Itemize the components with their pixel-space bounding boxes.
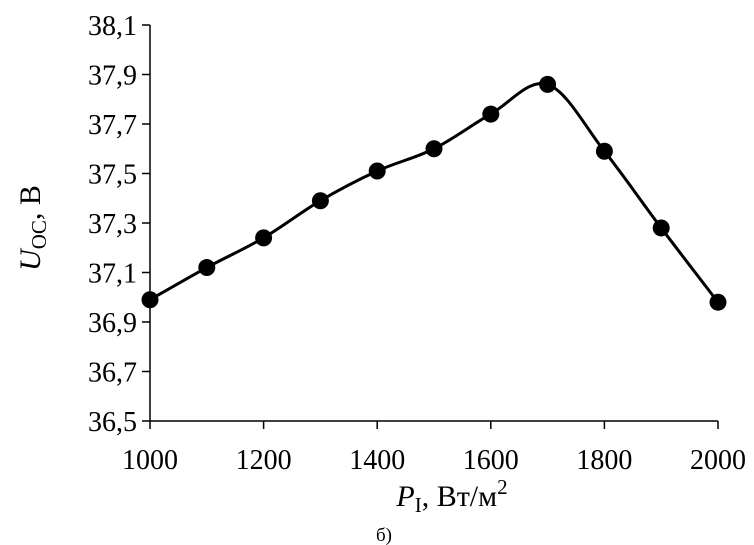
x-tick-label: 1600 — [463, 445, 519, 476]
y-tick-label: 36,7 — [88, 358, 137, 389]
y-tick-label: 37,5 — [88, 160, 137, 191]
x-axis-label-symbol: P — [395, 480, 414, 513]
y-tick-label: 37,9 — [88, 61, 137, 92]
y-tick-label: 36,9 — [88, 308, 137, 339]
y-tick-label: 38,1 — [88, 11, 137, 42]
data-point — [539, 75, 557, 93]
y-tick-label: 37,1 — [88, 259, 137, 290]
data-point — [198, 259, 216, 277]
x-tick-label: 1200 — [236, 445, 292, 476]
series-line — [149, 81, 720, 304]
y-tick-label: 36,5 — [88, 407, 137, 438]
series-markers — [141, 75, 727, 311]
x-axis-label-unit: , Вт/м — [422, 480, 497, 513]
x-tick-label: 1800 — [576, 445, 632, 476]
data-point — [709, 293, 727, 311]
x-axis-ticks: 1000 1200 1400 1600 1800 2000 — [122, 421, 746, 476]
y-axis-label-symbol: U — [14, 247, 47, 271]
y-axis-label-subscript: OC — [27, 220, 51, 249]
data-point — [652, 219, 670, 237]
y-tick-label: 37,3 — [88, 209, 137, 240]
y-tick-label: 37,7 — [88, 110, 137, 141]
data-point — [425, 140, 443, 158]
figure-caption: б) — [376, 525, 392, 545]
x-axis-label-subscript: I — [415, 493, 422, 517]
y-axis-ticks: 36,5 36,7 36,9 37,1 37,3 37,5 37,7 37,9 38,1 — [88, 11, 150, 438]
data-point — [255, 229, 273, 247]
x-axis-label: PI, Вт/м2 — [395, 475, 507, 517]
x-axis-label-superscript: 2 — [497, 475, 508, 499]
y-axis-label: UOC, В — [14, 185, 51, 271]
data-point — [482, 105, 500, 123]
x-tick-label: 1400 — [349, 445, 405, 476]
data-point — [368, 162, 386, 180]
x-tick-label: 1000 — [122, 445, 178, 476]
x-tick-label: 2000 — [690, 445, 746, 476]
y-axis-label-unit: , В — [14, 185, 47, 220]
data-point — [141, 291, 159, 309]
data-point — [311, 192, 329, 210]
data-point — [595, 142, 613, 160]
